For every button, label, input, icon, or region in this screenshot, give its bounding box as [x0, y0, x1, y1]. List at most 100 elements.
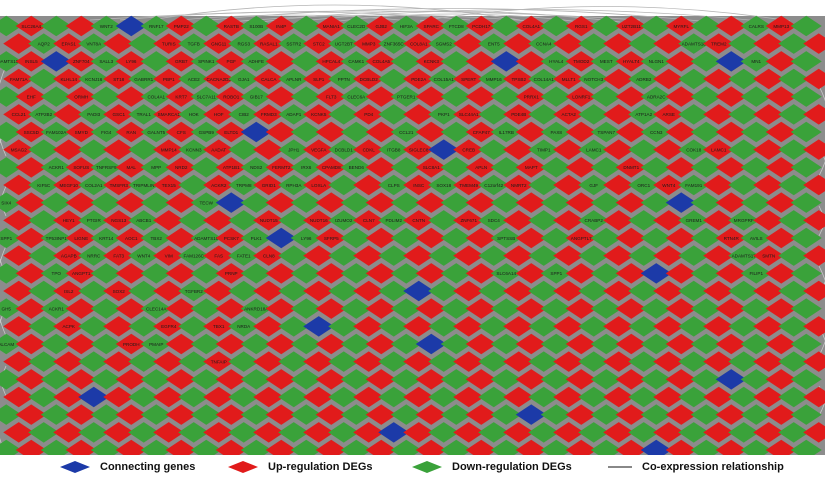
node-diamond — [278, 422, 310, 443]
down-regulation-gene-node — [778, 280, 810, 302]
up-regulation-gene-node — [65, 439, 97, 455]
node-diamond — [565, 86, 597, 107]
node-diamond — [590, 298, 622, 319]
down-regulation-gene-node — [278, 386, 310, 408]
node-diamond — [778, 104, 810, 125]
down-regulation-gene-node — [390, 192, 422, 213]
node-diamond — [653, 104, 685, 125]
gene-label: SPP1 — [550, 271, 562, 276]
down-regulation-gene-node — [528, 280, 560, 302]
up-regulation-gene-node — [315, 192, 347, 213]
node-diamond — [203, 68, 235, 90]
up-regulation-gene-node: ROBO1 — [215, 86, 247, 107]
up-regulation-gene-node: LIGNE — [65, 227, 97, 249]
gene-label: ACKR1 — [49, 306, 65, 311]
down-regulation-gene-node — [340, 121, 372, 143]
down-regulation-gene-node — [528, 351, 560, 372]
node-diamond — [728, 245, 760, 266]
up-regulation-gene-node — [315, 298, 347, 319]
down-regulation-gene-node — [140, 263, 172, 284]
up-regulation-gene-node: MYRFL — [665, 15, 697, 37]
gene-label: ORC1 — [637, 183, 650, 188]
gene-label: GJF — [589, 183, 598, 188]
down-regulation-gene-node — [178, 316, 210, 337]
node-diamond — [578, 139, 610, 160]
node-diamond — [590, 86, 622, 107]
down-regulation-gene-node — [278, 280, 310, 302]
node-diamond — [640, 51, 672, 72]
up-regulation-gene-node — [3, 245, 35, 266]
up-regulation-gene-node — [615, 227, 647, 249]
node-diamond — [278, 68, 310, 90]
up-regulation-gene-node — [553, 245, 585, 266]
node-diamond — [103, 104, 135, 125]
up-regulation-gene-node — [703, 422, 735, 443]
up-regulation-gene-node: SLC8A1 — [415, 157, 447, 178]
down-regulation-gene-node: TGFB — [178, 33, 210, 54]
node-diamond — [115, 333, 147, 355]
node-diamond — [353, 174, 385, 196]
node-diamond — [178, 33, 210, 54]
node-diamond — [165, 333, 197, 355]
up-regulation-gene-node — [553, 316, 585, 337]
down-regulation-gene-node — [128, 280, 160, 302]
up-regulation-gene-node: MMP14 — [153, 139, 185, 160]
down-regulation-gene-node: NOTCH3 — [578, 68, 610, 90]
down-regulation-gene-node — [478, 422, 510, 443]
node-diamond — [415, 439, 447, 455]
node-diamond — [253, 245, 285, 266]
down-regulation-gene-node — [40, 15, 72, 37]
node-diamond — [553, 68, 585, 90]
node-diamond — [678, 280, 710, 302]
up-regulation-gene-node — [715, 121, 747, 143]
node-diamond — [503, 316, 535, 337]
gene-label: CRABP2 — [585, 218, 604, 223]
node-diamond — [128, 422, 160, 443]
up-regulation-gene-node: FAS — [203, 245, 235, 266]
down-regulation-gene-node: ADAMTS17 — [728, 245, 760, 266]
node-diamond — [53, 386, 85, 408]
up-regulation-gene-node — [653, 210, 685, 231]
down-regulation-gene-node: ENT5 — [478, 33, 510, 54]
node-diamond — [215, 157, 247, 178]
up-regulation-gene-node: GRID1 — [253, 174, 285, 196]
node-diamond — [153, 245, 185, 266]
gene-label: ADAMTS18 — [682, 41, 707, 46]
up-regulation-gene-node — [115, 298, 147, 319]
up-regulation-gene-node — [165, 404, 197, 425]
up-regulation-gene-node — [315, 121, 347, 143]
node-diamond — [453, 280, 485, 302]
up-regulation-gene-node — [765, 333, 797, 355]
node-diamond — [3, 104, 35, 125]
up-regulation-gene-node: ST18 — [103, 68, 135, 90]
gene-label: ACTA2 — [562, 112, 577, 117]
node-diamond — [78, 422, 110, 443]
node-diamond — [665, 15, 697, 37]
node-diamond — [503, 386, 535, 408]
node-diamond — [515, 263, 547, 284]
node-diamond — [490, 439, 522, 455]
up-regulation-gene-node: CALCA — [253, 68, 285, 90]
node-diamond — [678, 139, 710, 160]
node-diamond — [665, 51, 697, 72]
node-diamond — [128, 104, 160, 125]
gene-label: GJB2 — [376, 24, 388, 29]
up-regulation-gene-node — [53, 104, 85, 125]
node-diamond — [328, 386, 360, 408]
node-diamond — [265, 439, 297, 455]
node-diamond — [353, 210, 385, 231]
down-regulation-gene-node: PDLIM2 — [378, 210, 410, 231]
node-diamond — [803, 210, 825, 231]
node-diamond — [415, 121, 447, 143]
gene-label: FTCD8 — [449, 24, 464, 29]
up-regulation-gene-node: ISL2 — [53, 280, 85, 302]
node-diamond — [453, 33, 485, 54]
node-diamond — [428, 280, 460, 302]
up-regulation-gene-node: SPERT — [453, 68, 485, 90]
down-regulation-gene-node: FAM126C — [178, 245, 210, 266]
node-diamond — [103, 174, 135, 196]
node-diamond — [628, 280, 660, 302]
node-diamond — [265, 51, 297, 72]
gene-label: KLHL14 — [60, 77, 77, 82]
node-diamond — [365, 15, 397, 37]
